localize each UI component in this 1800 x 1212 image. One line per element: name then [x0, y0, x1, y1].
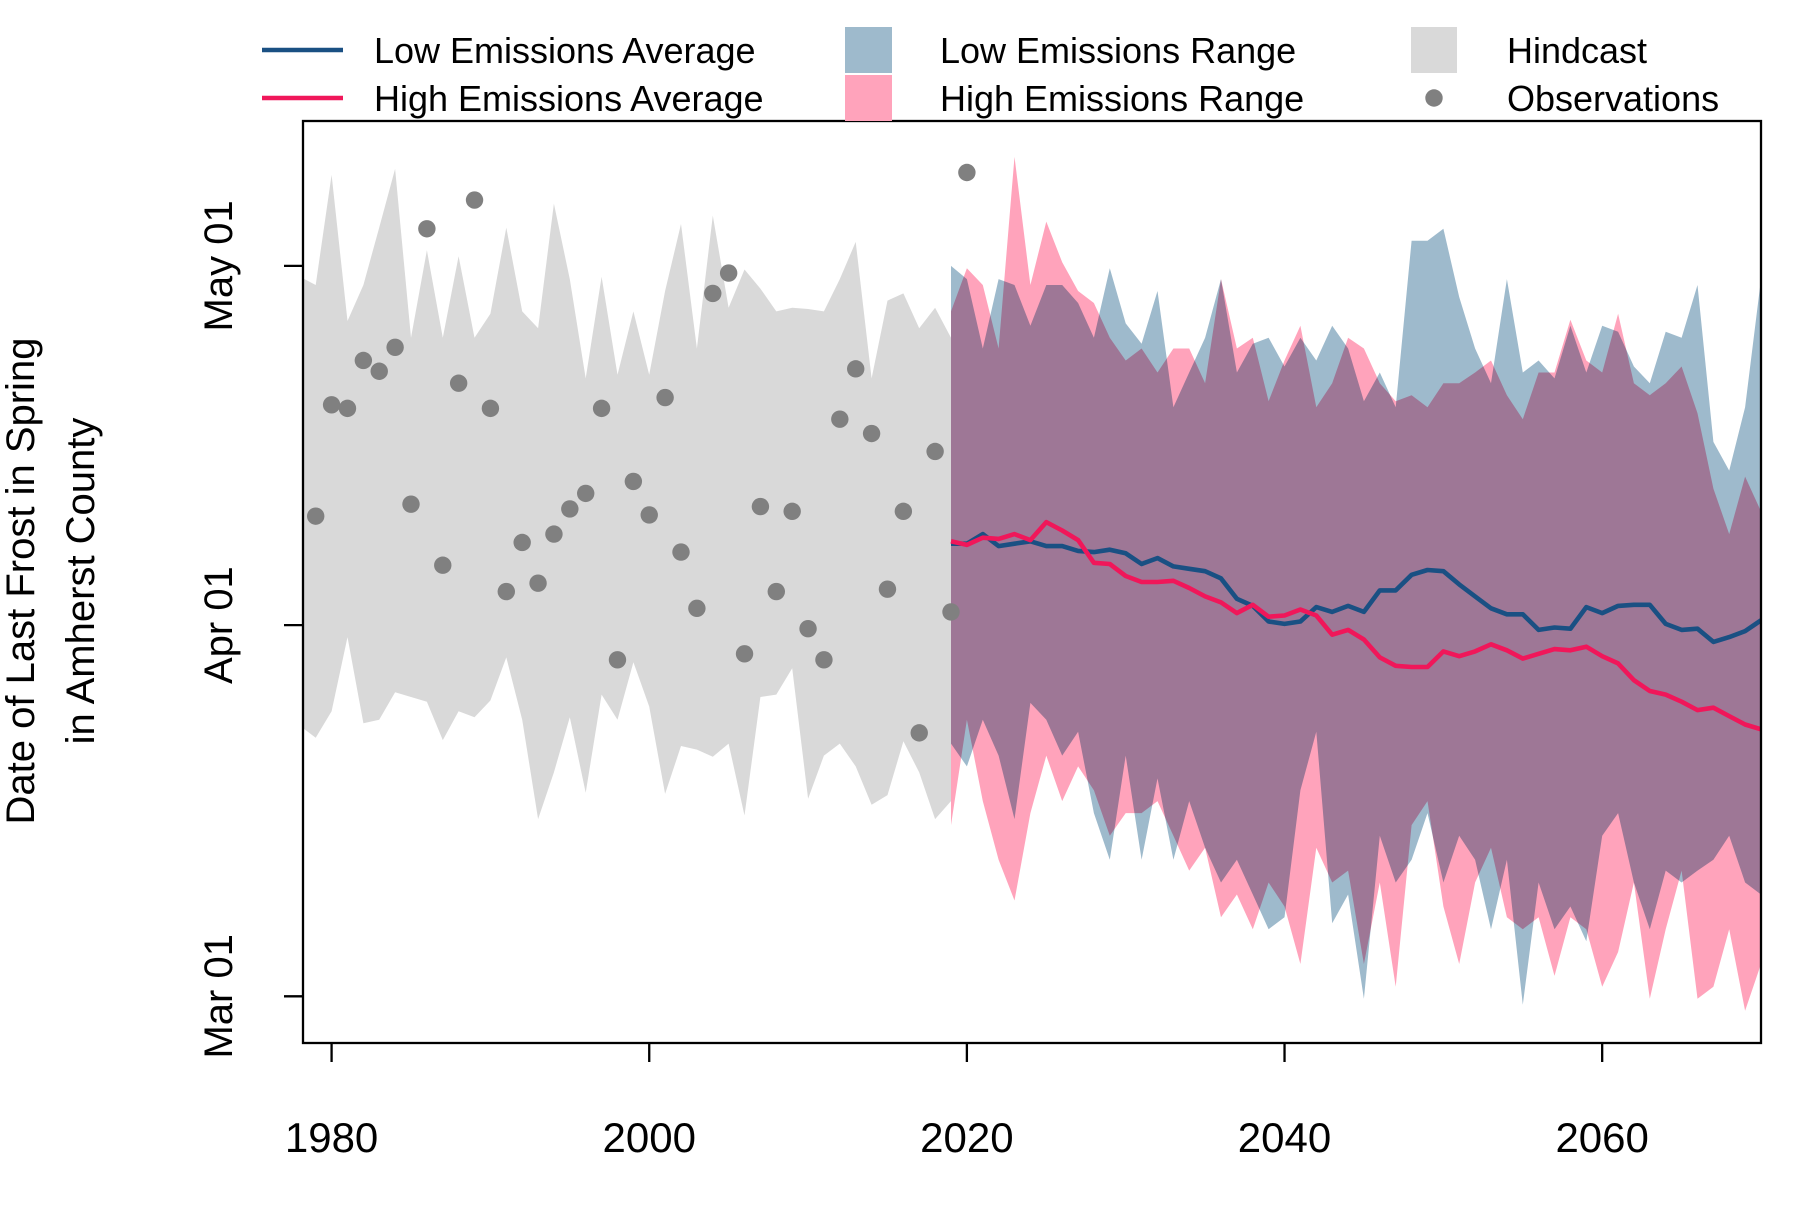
x-tick-label: 2000	[603, 1114, 696, 1161]
plot-area	[303, 156, 1761, 1011]
observation-point	[847, 360, 865, 378]
observation-point	[719, 264, 738, 282]
observation-point	[481, 399, 500, 418]
x-tick-label: 2060	[1555, 1114, 1648, 1161]
legend-label: Low Emissions Average	[374, 30, 756, 71]
observation-point	[434, 556, 452, 574]
observation-point	[672, 543, 690, 561]
observation-point	[497, 582, 515, 601]
observation-point	[942, 603, 960, 621]
y-axis-label: Date of Last Frost in Spring	[0, 338, 43, 825]
observation-point	[529, 574, 547, 592]
observation-point	[608, 651, 627, 669]
observation-point	[561, 500, 579, 518]
observation-point	[735, 645, 754, 663]
observation-point	[862, 424, 881, 443]
observation-point	[751, 497, 770, 516]
observation-point	[370, 362, 388, 380]
x-tick-label: 1980	[285, 1114, 378, 1161]
legend-label: High Emissions Average	[374, 78, 764, 119]
y-tick-label: May 01	[197, 200, 241, 331]
observation-point	[783, 502, 801, 521]
plot-frame	[301, 119, 1763, 1045]
observation-point	[926, 442, 944, 461]
observation-point	[656, 388, 674, 407]
y-axis-label: in Amherst County	[59, 418, 103, 745]
range-band	[303, 168, 951, 820]
y-tick-label: Apr 01	[197, 566, 241, 684]
legend-label: Observations	[1507, 78, 1719, 119]
observation-point	[704, 284, 722, 303]
observation-point	[799, 619, 817, 638]
observation-point	[418, 220, 436, 238]
observation-point	[449, 374, 468, 392]
observation-point	[338, 399, 357, 418]
observation-point	[545, 525, 563, 543]
legend-symbol	[1425, 89, 1443, 107]
observation-point	[386, 338, 404, 357]
legend-label: Hindcast	[1507, 30, 1647, 71]
average-line	[950, 519, 1761, 732]
observation-point	[958, 163, 976, 182]
x-tick-label: 2020	[920, 1114, 1013, 1161]
range-band	[951, 156, 1761, 1011]
observation-point	[354, 351, 373, 370]
observation-point	[688, 599, 706, 618]
legend-label: Low Emissions Range	[940, 30, 1296, 71]
observation-point	[910, 724, 928, 742]
legend-symbol	[845, 27, 892, 73]
observation-point	[577, 484, 595, 503]
observation-point	[307, 507, 325, 525]
observation-point	[878, 580, 897, 598]
observation-point	[465, 191, 484, 209]
observation-point	[592, 399, 611, 418]
x-tick-label: 2040	[1238, 1114, 1331, 1161]
observation-point	[402, 495, 420, 513]
legend-symbol	[845, 75, 892, 121]
legend-symbol	[1411, 27, 1457, 73]
observation-point	[322, 396, 341, 414]
observation-point	[831, 410, 849, 428]
observation-point	[815, 651, 833, 669]
observation-point	[767, 582, 785, 601]
observation-point	[894, 502, 913, 521]
observation-point	[640, 506, 658, 524]
observation-point	[513, 533, 531, 552]
observation-point	[624, 472, 643, 491]
y-tick-label: Mar 01	[197, 934, 241, 1059]
legend-label: High Emissions Range	[940, 78, 1304, 119]
